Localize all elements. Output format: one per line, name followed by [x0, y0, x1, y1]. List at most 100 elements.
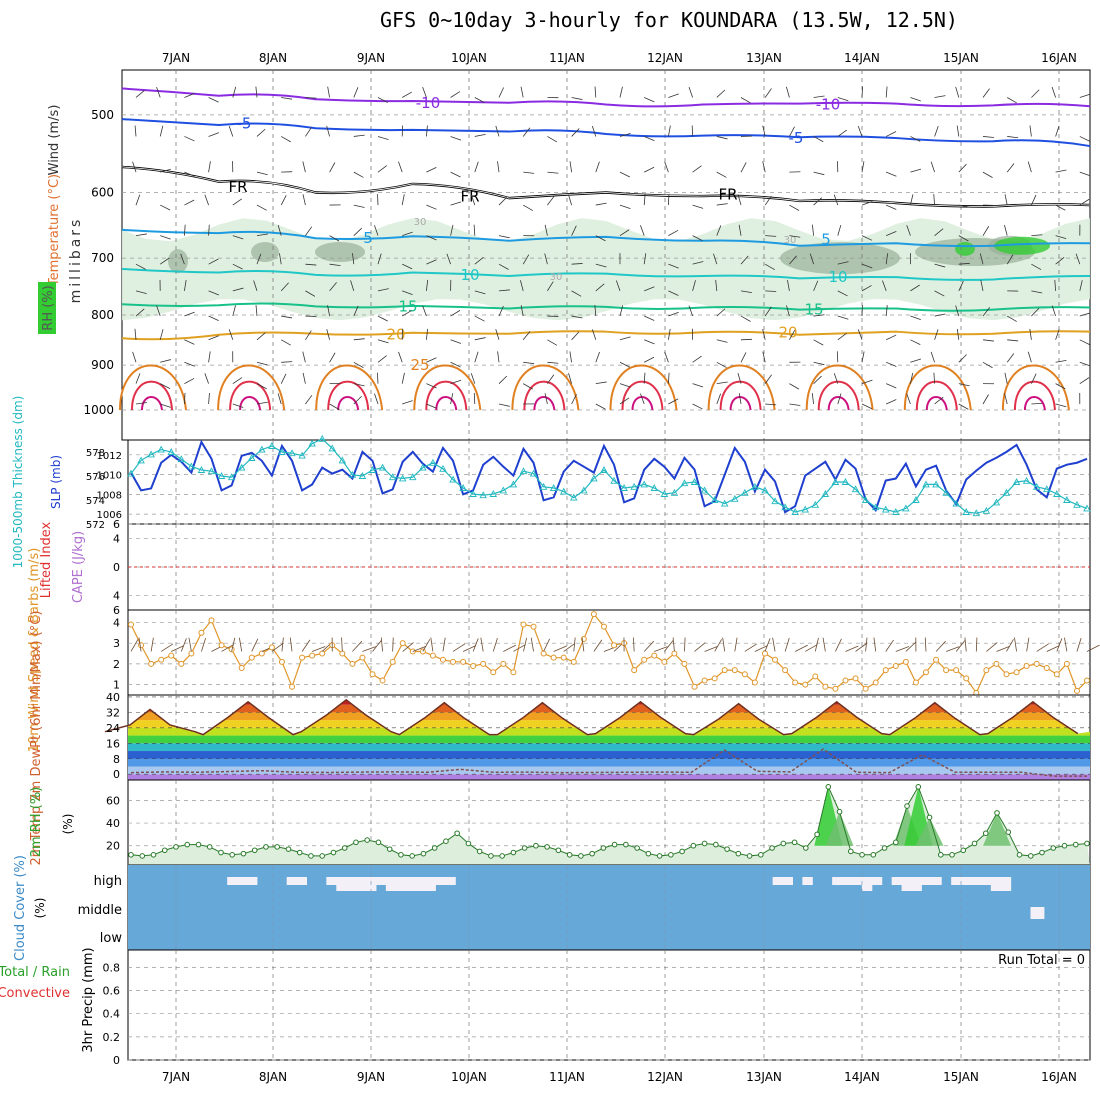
rh2m-point	[386, 846, 393, 852]
wind-barb	[523, 204, 533, 211]
rh2m-point	[353, 839, 359, 846]
wind-barb	[813, 197, 822, 206]
wind-barb	[979, 253, 984, 265]
wind-barb	[715, 279, 718, 291]
warm-loop-25	[1001, 364, 1070, 411]
warm-loop-30	[327, 380, 370, 411]
wind-barb	[644, 356, 655, 363]
wind10m-barb	[180, 638, 187, 652]
wind-barb	[474, 315, 485, 322]
rh-blob	[251, 242, 279, 263]
wind-barb	[184, 92, 195, 98]
wind10m-barb	[593, 639, 603, 652]
wind-barb	[668, 372, 670, 384]
wind10m-point	[963, 675, 970, 682]
rh2m-point	[836, 808, 843, 815]
thickness-point	[1022, 476, 1031, 484]
wind-barb	[958, 204, 970, 208]
rh2m-point	[746, 853, 753, 859]
wind10m-point	[349, 660, 356, 667]
cloud-high-gap	[951, 877, 962, 885]
wind-barb	[232, 198, 243, 206]
precip-axis-label: 3hr Precip (mm)	[81, 947, 96, 1052]
wind10m-barb	[845, 645, 859, 652]
wind-barb	[619, 229, 630, 236]
wind-barb	[498, 289, 510, 292]
wind-barb	[644, 339, 655, 345]
wind-barb	[737, 372, 742, 384]
wind10m-point	[299, 654, 306, 661]
wind-barb	[886, 383, 897, 389]
thickness-point	[137, 456, 145, 464]
wind-barb	[934, 228, 944, 236]
wind-barb	[450, 310, 461, 317]
wind-barb	[861, 403, 873, 410]
wind10m-point	[128, 621, 134, 628]
wind10m-barb	[372, 640, 382, 652]
wind10m-point	[802, 681, 809, 688]
rh2m-point	[420, 850, 427, 857]
rh2m-point	[319, 853, 326, 859]
wind-barb	[982, 171, 993, 178]
wind-barb	[426, 403, 437, 409]
wind-barb	[595, 403, 606, 410]
wind10m-point	[681, 660, 688, 667]
rh2m-point	[915, 784, 922, 790]
wind10m-barb	[402, 642, 414, 652]
rh2m-axis-label: 2m RH (%)	[29, 787, 44, 858]
wind10m-barb	[873, 637, 877, 652]
wind-barb	[281, 361, 293, 363]
wind10m-barb	[581, 637, 585, 652]
rh2m-point	[1084, 840, 1090, 847]
thickness-point	[459, 484, 467, 491]
rh2m-point	[161, 847, 168, 854]
wind-barb	[184, 378, 195, 385]
wind-barb	[1079, 312, 1091, 317]
wind10m-barb	[271, 642, 284, 652]
wind-barb	[765, 290, 777, 292]
wind-barb	[619, 397, 630, 405]
day-label-bottom: 13JAN	[746, 1070, 782, 1084]
wind-barb	[544, 224, 548, 236]
wind10m-barb	[654, 646, 668, 652]
wind-barb	[426, 235, 437, 241]
rh2m-point	[881, 845, 888, 851]
day-label-bottom: 16JAN	[1041, 1070, 1077, 1084]
wind10m-point	[138, 642, 145, 649]
isotherm-inline-label: -5	[789, 129, 804, 147]
tick-label: 20	[106, 840, 120, 853]
wind-barb	[422, 305, 427, 317]
wind-barb	[809, 253, 814, 265]
wind10m-point	[852, 675, 859, 682]
wind10m-barb	[822, 637, 826, 652]
wind10m-barb	[734, 637, 738, 652]
wind-barb	[1004, 224, 1008, 236]
isotherm-15	[121, 302, 1091, 312]
wind-barb	[716, 171, 727, 178]
wind-barb	[353, 171, 364, 178]
isotherm-inline-label: 20	[778, 324, 797, 342]
wind10m-point	[782, 667, 789, 674]
rh2m-point	[848, 848, 854, 855]
wind-barb	[910, 194, 914, 206]
wind-barb	[208, 335, 219, 341]
wind10m-point	[450, 658, 457, 665]
wind-barb	[786, 86, 790, 98]
wind10m-barb	[171, 645, 185, 652]
tick-label: 40	[106, 691, 120, 704]
thickness-point	[660, 490, 669, 497]
isotherm-fr-inner	[121, 166, 1091, 207]
wind-barb	[134, 328, 137, 340]
wind-barb	[1007, 339, 1019, 342]
warm-loop-25	[903, 364, 972, 411]
wind-barb	[837, 129, 847, 137]
wind-barb	[184, 392, 186, 405]
wind-barb	[664, 161, 669, 173]
wind-barb	[765, 235, 777, 237]
tick-label: 24	[106, 722, 120, 735]
cloud-high-gap	[356, 877, 367, 891]
wind-barb	[160, 359, 171, 363]
day-label-top: 11JAN	[549, 51, 585, 65]
wind-barb	[668, 229, 679, 236]
